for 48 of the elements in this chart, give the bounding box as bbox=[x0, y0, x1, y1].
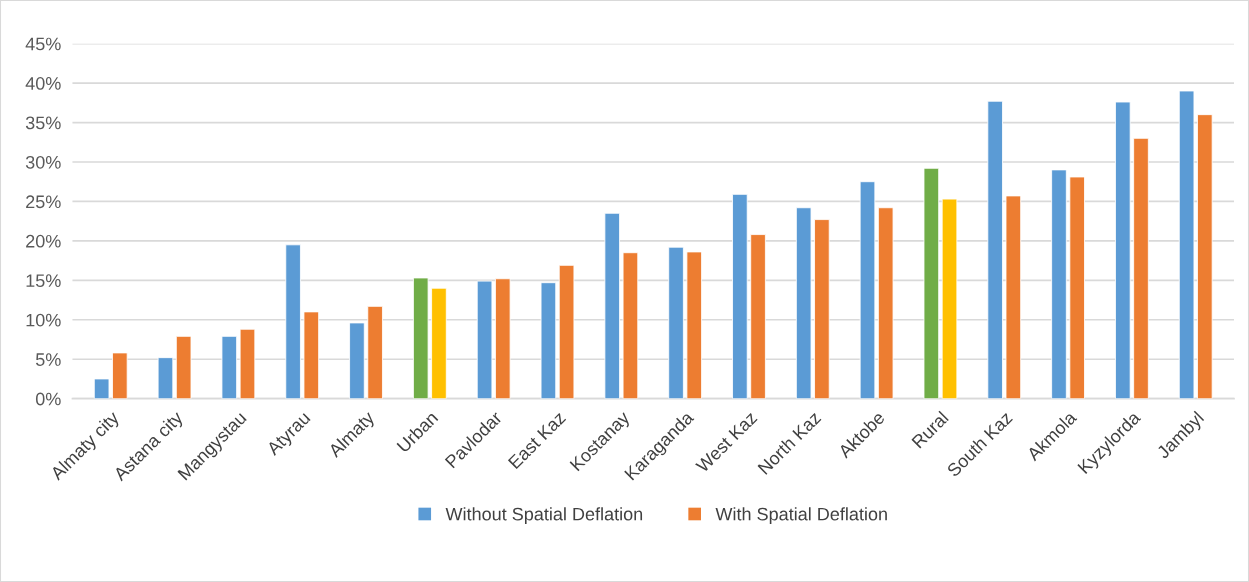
bar bbox=[859, 181, 876, 399]
y-tick-label: 10% bbox=[26, 313, 61, 327]
bar bbox=[622, 252, 639, 399]
y-tick-label: 35% bbox=[25, 116, 61, 130]
bar bbox=[558, 264, 575, 399]
bar bbox=[604, 212, 620, 399]
bar bbox=[1115, 101, 1131, 399]
y-tick-label: 25% bbox=[26, 195, 61, 209]
bar bbox=[175, 335, 192, 399]
bar bbox=[1178, 90, 1195, 399]
y-tick-label: 20% bbox=[26, 234, 61, 248]
bar bbox=[686, 251, 702, 399]
bar bbox=[412, 277, 429, 399]
bar bbox=[157, 357, 174, 399]
bar bbox=[941, 198, 958, 399]
bar bbox=[476, 280, 493, 399]
bar bbox=[923, 167, 940, 399]
bar bbox=[1197, 114, 1213, 399]
bar bbox=[668, 246, 684, 399]
y-tick-label: 30% bbox=[25, 155, 61, 169]
bar bbox=[1069, 176, 1085, 399]
bar bbox=[431, 287, 447, 399]
bar bbox=[732, 193, 748, 399]
y-tick-label: 0% bbox=[35, 392, 61, 406]
legend-label: With Spatial Deflation bbox=[715, 507, 887, 525]
bar bbox=[1005, 195, 1022, 399]
bar bbox=[1133, 137, 1149, 399]
bar bbox=[221, 335, 238, 399]
bar bbox=[540, 282, 557, 399]
bar bbox=[303, 311, 320, 399]
bar bbox=[349, 322, 365, 399]
y-tick-label: 45% bbox=[25, 37, 61, 51]
bar bbox=[93, 378, 110, 399]
bar bbox=[987, 100, 1003, 399]
legend-label: Without Spatial Deflation bbox=[445, 507, 643, 525]
bar bbox=[795, 207, 812, 399]
y-tick-label: 5% bbox=[35, 353, 61, 366]
bar bbox=[750, 234, 766, 399]
y-tick-label: 40% bbox=[25, 77, 61, 90]
bar bbox=[877, 207, 894, 399]
bar bbox=[112, 352, 128, 399]
y-tick-label: 15% bbox=[26, 274, 61, 288]
bar bbox=[495, 278, 511, 399]
bar bbox=[814, 219, 830, 399]
bar bbox=[239, 328, 256, 399]
bar bbox=[367, 305, 383, 399]
bar bbox=[1051, 169, 1067, 399]
bar bbox=[285, 244, 301, 399]
